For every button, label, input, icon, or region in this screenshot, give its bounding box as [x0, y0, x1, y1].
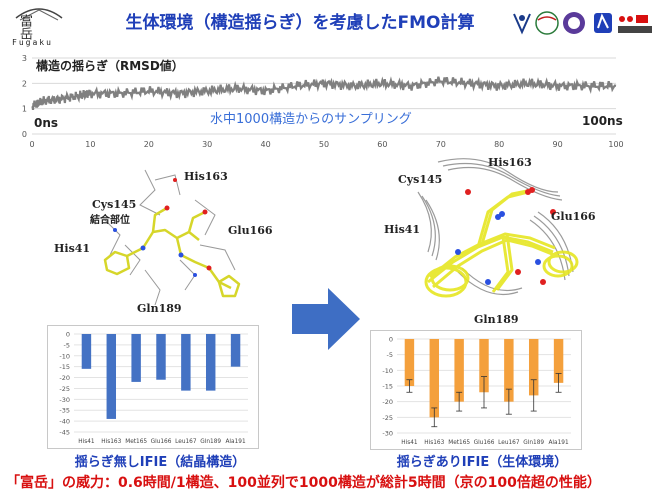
rmsd-x-tick-label: 0 [29, 140, 34, 149]
bar2-category-label: Ala191 [548, 440, 569, 446]
bar2-y-tick-label: -5 [387, 351, 393, 359]
bar2-bar [429, 339, 440, 418]
left-label-cys145: Cys145 [92, 198, 137, 211]
bar2-bar [479, 339, 489, 393]
rmsd-y-tick-label: 1 [22, 105, 27, 114]
bar2-category-label: Gln189 [523, 440, 544, 446]
rmsd-x-tick-label: 10 [85, 140, 95, 149]
left-label-his163: His163 [184, 170, 228, 183]
bar2-category-label: Glu166 [474, 440, 495, 446]
bar2-bar [504, 339, 514, 402]
rmsd-annotation: 水中1000構造からのサンプリング [210, 112, 412, 127]
bar1-bar [106, 334, 117, 419]
rmsd-x-tick-label: 20 [144, 140, 154, 149]
bar2-category-label: His41 [401, 440, 418, 446]
bar1-bar [156, 334, 166, 380]
right-label-his41: His41 [384, 223, 421, 236]
bar1-y-tick-label: -45 [59, 429, 70, 437]
bar2-y-tick-label: -15 [382, 383, 393, 391]
bar1-y-tick-label: -40 [59, 418, 70, 426]
fugaku-logo-glyphs: 富岳 [17, 14, 32, 40]
bar1-y-tick-label: -30 [59, 396, 70, 404]
bar1-bar [230, 334, 241, 367]
left-label-glu166: Glu166 [228, 224, 273, 237]
bar2-category-label: His163 [424, 440, 444, 446]
bar1-category-label: His163 [101, 439, 121, 445]
bar1-y-tick-label: -35 [59, 407, 70, 415]
bar2-y-tick-label: -30 [382, 430, 393, 438]
bar1-category-label: Met165 [125, 439, 147, 445]
crystal-structure-image [103, 169, 241, 306]
bar1-category-label: Gln189 [200, 439, 221, 445]
rmsd-x-tick-label: 30 [202, 140, 212, 149]
bar1-category-label: His41 [78, 439, 95, 445]
bar1-y-tick-label: -15 [59, 363, 70, 371]
bar2-y-tick-label: 0 [389, 336, 393, 344]
fugaku-wordmark: Fugaku [12, 38, 53, 47]
bar2-y-tick-label: -10 [382, 367, 393, 375]
bar1-y-tick-label: -25 [59, 385, 70, 393]
bar-chart-no-fluctuation: 0 -5 -10 -15 -20 -25 -30 -35 -40 -45 His41 His163 Me… [47, 325, 259, 449]
riken-icon [594, 13, 612, 33]
university-seal-icon [563, 12, 585, 34]
rmsd-chart-title: 構造の揺らぎ（RMSD値） [36, 59, 184, 73]
right-label-gln189: Gln189 [474, 313, 519, 326]
bar1-bar [181, 334, 191, 391]
right-label-his163: His163 [488, 156, 532, 169]
rmsd-x-tick-label: 80 [494, 140, 504, 149]
rmsd-x-tick-label: 40 [261, 140, 271, 149]
slide-title: 生体環境（構造揺らぎ）を考慮したFMO計算 [125, 13, 475, 33]
bottom-summary: 「富岳」の威力：0.6時間/1構造、100並列で1000構造が総計5時間（京の1… [6, 472, 601, 492]
bottom-summary-highlight: 総計5時間 [379, 475, 446, 491]
rmsd-x-tick-label: 70 [436, 140, 446, 149]
right-label-cys145: Cys145 [398, 173, 443, 186]
fugaku-logo [15, 8, 63, 21]
right-arrow-icon [292, 288, 360, 350]
bar2-y-tick-label: -20 [382, 398, 393, 406]
bar2-category-label: Met165 [448, 440, 470, 446]
rmsd-y-tick-label: 0 [22, 130, 27, 139]
bar1-bar [81, 334, 92, 369]
rmsd-x-tick-label: 100 [608, 140, 623, 149]
rmsd-x-tick-label: 60 [377, 140, 387, 149]
bar2-category-label: Leu167 [498, 440, 520, 446]
bar1-category-label: Glu166 [151, 439, 172, 445]
caption-with-fluctuation: 揺らぎありIFIE（生体環境） [396, 455, 568, 470]
rmsd-start-label: 0ns [34, 116, 59, 130]
bar1-y-tick-label: -10 [59, 352, 70, 360]
bar1-y-tick-label: -5 [64, 341, 70, 349]
bar1-category-label: Ala191 [225, 439, 246, 445]
left-label-gln189: Gln189 [137, 302, 182, 315]
bar1-y-tick-label: 0 [66, 331, 70, 339]
ensemble-structure-image [417, 158, 579, 298]
right-label-glu166: Glu166 [551, 210, 596, 223]
bar1-y-tick-label: -20 [59, 374, 70, 382]
rmsd-x-tick-label: 90 [553, 140, 563, 149]
rmsd-y-tick-label: 2 [22, 79, 27, 88]
bottom-summary-suffix: （京の100倍超の性能） [445, 475, 601, 491]
bar2-y-tick-label: -25 [382, 414, 393, 422]
bar1-category-label: Leu167 [175, 439, 197, 445]
rmsd-x-tick-label: 50 [319, 140, 329, 149]
left-label-binding-site: 結合部位 [90, 215, 130, 226]
bar2-bar [454, 339, 464, 402]
left-label-his41: His41 [54, 242, 91, 255]
rmsd-end-label: 100ns [582, 114, 623, 128]
bar1-bar [205, 334, 216, 391]
rmsd-y-tick-label: 3 [22, 54, 27, 63]
bottom-summary-prefix: 「富岳」の威力：0.6時間/1構造、100並列で1000構造が [6, 475, 380, 491]
bar2-bar [553, 339, 564, 383]
rikkyo-crest-icon [513, 13, 531, 35]
rmsd-series-line [31, 76, 617, 111]
bar2-bar [404, 339, 415, 386]
institution-logos [513, 11, 652, 35]
caption-no-fluctuation: 揺らぎ無しIFIE（結晶構造） [74, 455, 246, 470]
bar1-bar [131, 334, 141, 382]
rccs-icon [618, 15, 652, 33]
bar2-bar [528, 339, 539, 396]
ncgm-icon [535, 11, 559, 35]
bar-chart-with-fluctuation: 0 -5 -10 -15 -20 -25 -30 His41 His163 Met165 Glu16… [370, 330, 582, 450]
